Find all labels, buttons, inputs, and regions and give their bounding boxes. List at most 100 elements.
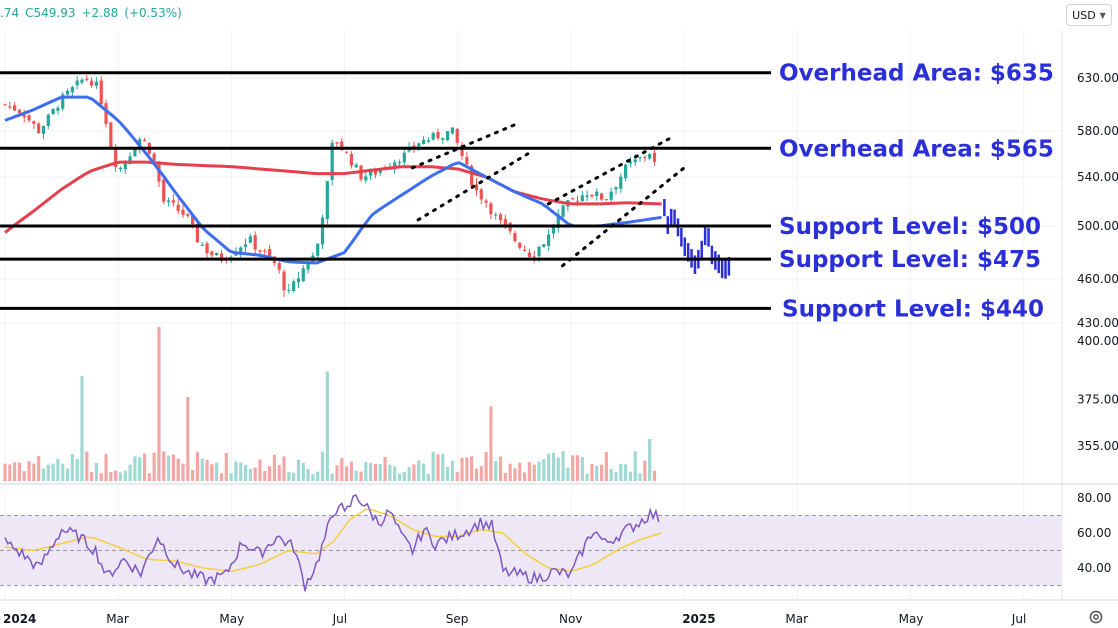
volume-bar — [537, 461, 541, 481]
candle-body — [27, 115, 31, 121]
settings-gear-icon[interactable] — [1087, 608, 1105, 626]
candle-body — [417, 143, 421, 147]
candle-body — [316, 243, 320, 256]
time-axis-tick: May — [899, 612, 924, 626]
volume-bar — [470, 456, 474, 481]
volume-bar — [585, 473, 589, 481]
price-axis-tick: 430.00 — [1077, 316, 1118, 330]
candles — [3, 74, 657, 481]
price-axis-tick: 460.00 — [1077, 272, 1118, 286]
candle-body — [219, 253, 224, 261]
candle-body — [426, 140, 430, 142]
candle-body — [537, 246, 541, 256]
candle-body — [51, 108, 55, 114]
volume-bar — [171, 454, 175, 481]
candle-body — [599, 193, 604, 200]
candle-body — [624, 164, 628, 179]
volume-bar — [263, 470, 267, 481]
candle-body — [349, 153, 353, 166]
volume-bar — [287, 471, 291, 481]
volume-bar — [344, 466, 349, 481]
volume-bar — [311, 473, 315, 481]
candle-body — [239, 247, 243, 254]
rsi-band — [0, 515, 1062, 586]
candle-body — [532, 256, 536, 258]
candle-body — [61, 94, 65, 109]
channel-line — [411, 121, 522, 170]
candle-body — [479, 189, 483, 200]
candle-body — [109, 122, 113, 149]
candle-body — [37, 123, 41, 134]
volume-bar — [210, 464, 214, 481]
volume-bar — [234, 461, 238, 481]
candle-body — [465, 157, 469, 165]
volume-bar — [441, 453, 445, 481]
volume-bar — [13, 462, 17, 481]
currency-dropdown-button[interactable]: USD ▼ — [1066, 4, 1112, 26]
volume-bar — [624, 464, 628, 481]
volume-bar — [575, 455, 580, 481]
ohlc-partial: .74 — [0, 6, 20, 20]
time-axis-tick: Sep — [446, 612, 469, 626]
volume-bar — [590, 463, 594, 481]
volume-bar — [402, 472, 406, 481]
candle-body — [253, 235, 257, 250]
volume-bar — [566, 467, 570, 481]
candle-body — [330, 142, 334, 180]
volume-bar — [157, 327, 161, 481]
candle-body — [104, 103, 108, 124]
volume-bar — [518, 462, 522, 481]
volume-bar — [224, 452, 228, 481]
volume-bar — [561, 451, 565, 481]
time-axis-tick: Jul — [332, 612, 347, 626]
level-annotation: Support Level: $500 — [779, 214, 1041, 240]
volume-bar — [27, 461, 31, 481]
volume-bar — [320, 451, 325, 481]
candle-body — [128, 156, 132, 165]
candle-body — [547, 234, 551, 246]
candle-body — [166, 200, 171, 203]
candle-body — [551, 227, 556, 234]
volume-bar — [109, 472, 113, 481]
volume-bar — [513, 468, 517, 481]
chevron-down-icon: ▼ — [1099, 10, 1106, 20]
candle-body — [585, 195, 589, 198]
candle-body — [200, 244, 204, 246]
volume-bar — [128, 464, 132, 481]
time-axis-tick: 2024 — [3, 612, 36, 626]
candle-body — [292, 281, 296, 291]
price-axis-tick: 580.00 — [1077, 124, 1118, 138]
candle-body — [571, 198, 575, 200]
volume-bar — [181, 463, 185, 481]
candle-body — [162, 179, 166, 202]
volume-bar — [104, 453, 108, 481]
candle-body — [320, 217, 325, 245]
rsi-line — [4, 494, 660, 592]
volume-bar — [547, 453, 551, 481]
candle-body — [431, 133, 435, 140]
candle-body — [527, 252, 531, 257]
volume-bar — [609, 468, 613, 481]
candle-body — [277, 262, 281, 270]
volume-bar — [3, 463, 7, 481]
change-value: +2.88 — [81, 6, 119, 20]
candle-body — [513, 233, 517, 242]
volume-bar — [335, 465, 339, 481]
candle-body — [75, 80, 79, 86]
volume-bar — [75, 459, 79, 481]
candle-body — [94, 81, 99, 86]
volume-bar — [219, 473, 224, 481]
candle-body — [369, 170, 373, 176]
candle-body — [56, 107, 60, 111]
candle-body — [494, 214, 498, 216]
volume-bar — [455, 471, 459, 481]
volume-bar — [142, 453, 147, 481]
candle-body — [263, 250, 267, 252]
candle-body — [32, 121, 36, 124]
volume-bar — [527, 462, 531, 481]
candle-body — [575, 200, 580, 202]
candle-body — [306, 264, 310, 270]
candle-body — [595, 191, 599, 197]
volume-bar — [258, 459, 262, 481]
